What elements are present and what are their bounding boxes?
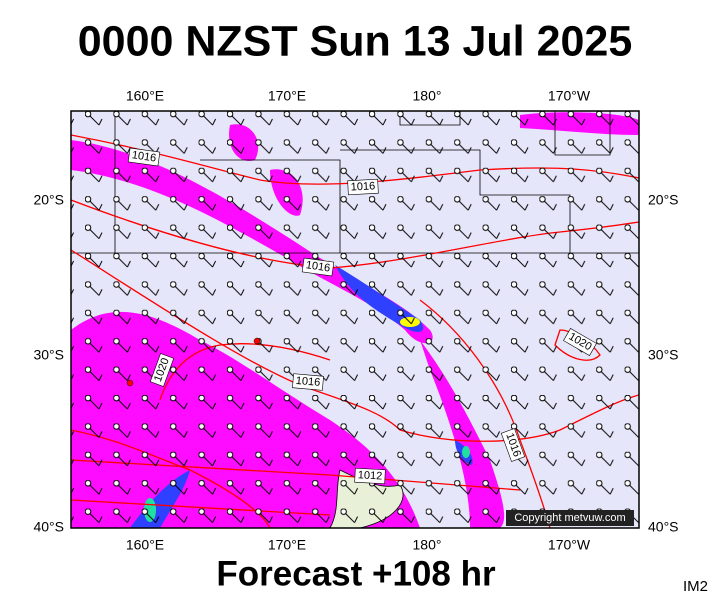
bottom-lon-label: 170°E [268, 537, 306, 553]
right-lat-label: 30°S [648, 347, 679, 363]
isobar-label: 1016 [131, 149, 157, 164]
forecast-label: Forecast +108 hr [216, 554, 496, 593]
image-code: IM2 [683, 578, 708, 595]
top-lon-label: 170°W [548, 88, 591, 104]
copyright-box [506, 510, 634, 526]
top-lon-label: 160°E [126, 88, 164, 104]
isobar-label: 1016 [305, 259, 331, 274]
bottom-lon-label: 170°W [548, 537, 591, 553]
bottom-lon-label: 180° [413, 537, 442, 553]
isobar-label: 1016 [295, 375, 320, 389]
right-lat-label: 20°S [648, 192, 679, 208]
map [71, 111, 639, 528]
axis-labels: 160°E 170°E 180° 170°W 160°E 170°E 180° … [33, 88, 678, 553]
right-lat-label: 40°S [648, 519, 679, 535]
left-lat-label: 20°S [33, 192, 64, 208]
left-lat-label: 40°S [33, 519, 64, 535]
bottom-lon-label: 160°E [126, 537, 164, 553]
top-lon-label: 180° [413, 88, 442, 104]
wind-barbs [71, 111, 639, 528]
map-frame [70, 110, 640, 529]
copyright: Copyright metvuw.com [514, 512, 625, 524]
isobar-label: 1016 [350, 180, 375, 193]
top-lon-label: 170°E [268, 88, 306, 104]
title: 0000 NZST Sun 13 Jul 2025 [78, 17, 633, 65]
high-marker [126, 379, 134, 387]
isobar-label: 1012 [357, 469, 382, 482]
left-lat-label: 30°S [33, 347, 64, 363]
high-marker [253, 337, 261, 345]
